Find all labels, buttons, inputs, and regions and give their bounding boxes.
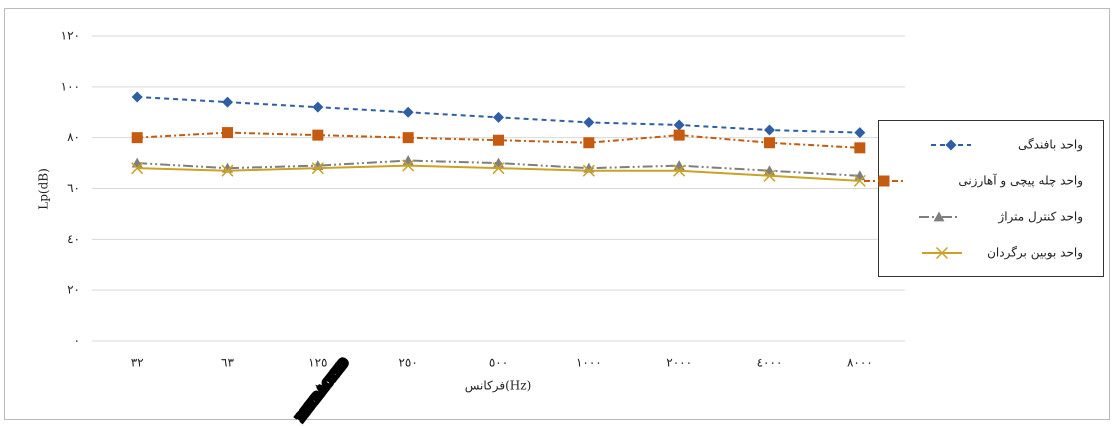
y-axis-label: Lp(dB) xyxy=(37,168,51,210)
x-tick-label: ٣٢ xyxy=(131,356,144,370)
marker xyxy=(879,176,890,187)
legend-label: واحد چله پیچی و آهارزنی xyxy=(958,173,1083,188)
marker xyxy=(312,130,323,141)
legend: واحد بافندگی واحد چله پیچی و آهارزنی واحد … xyxy=(864,121,1104,277)
x-tick-label: ٨٠٠٠ xyxy=(847,356,873,370)
marker xyxy=(583,137,594,148)
x-tick-label: ٦٣ xyxy=(221,356,234,370)
legend-label: واحد بوبین برگردان xyxy=(987,246,1083,260)
marker xyxy=(222,127,233,138)
x-axis-label: فرکانس(Hz) xyxy=(465,379,532,393)
marker xyxy=(854,142,865,153)
y-tick-label: ٨٠ xyxy=(67,130,80,144)
legend-label: واحد بافندگی xyxy=(1018,138,1083,152)
y-tick-label: ٦٠ xyxy=(67,181,80,195)
x-tick-label: ٢٥٠ xyxy=(398,356,417,370)
marker xyxy=(403,132,414,143)
y-tick-label: ٠ xyxy=(74,334,80,348)
x-tick-label: ١٢٥ xyxy=(308,356,327,370)
y-tick-label: ٢٠ xyxy=(67,283,80,297)
legend-label: واحد کنترل متراژ xyxy=(997,210,1083,224)
y-tick-label: ١٠٠ xyxy=(61,79,80,93)
y-tick-label: ١٢٠ xyxy=(61,29,80,43)
chart: فرکانس(Hz) Lp(dB) ٠ ٢٠ ٤٠ ٦٠ ٨٠ ١٠٠ ١٢٠ ٣٢ ٦٣ ١٢٥… xyxy=(0,0,1115,426)
marker xyxy=(674,130,685,141)
x-tick-label: ٤٠٠٠ xyxy=(757,356,783,370)
x-tick-label: ١٠٠٠ xyxy=(576,356,602,370)
marker xyxy=(764,137,775,148)
y-tick-label: ٤٠ xyxy=(67,232,80,246)
x-tick-label: ٢٠٠٠ xyxy=(666,356,692,370)
x-tick-label: ٥٠٠ xyxy=(489,356,508,370)
marker xyxy=(493,135,504,146)
marker xyxy=(132,132,143,143)
